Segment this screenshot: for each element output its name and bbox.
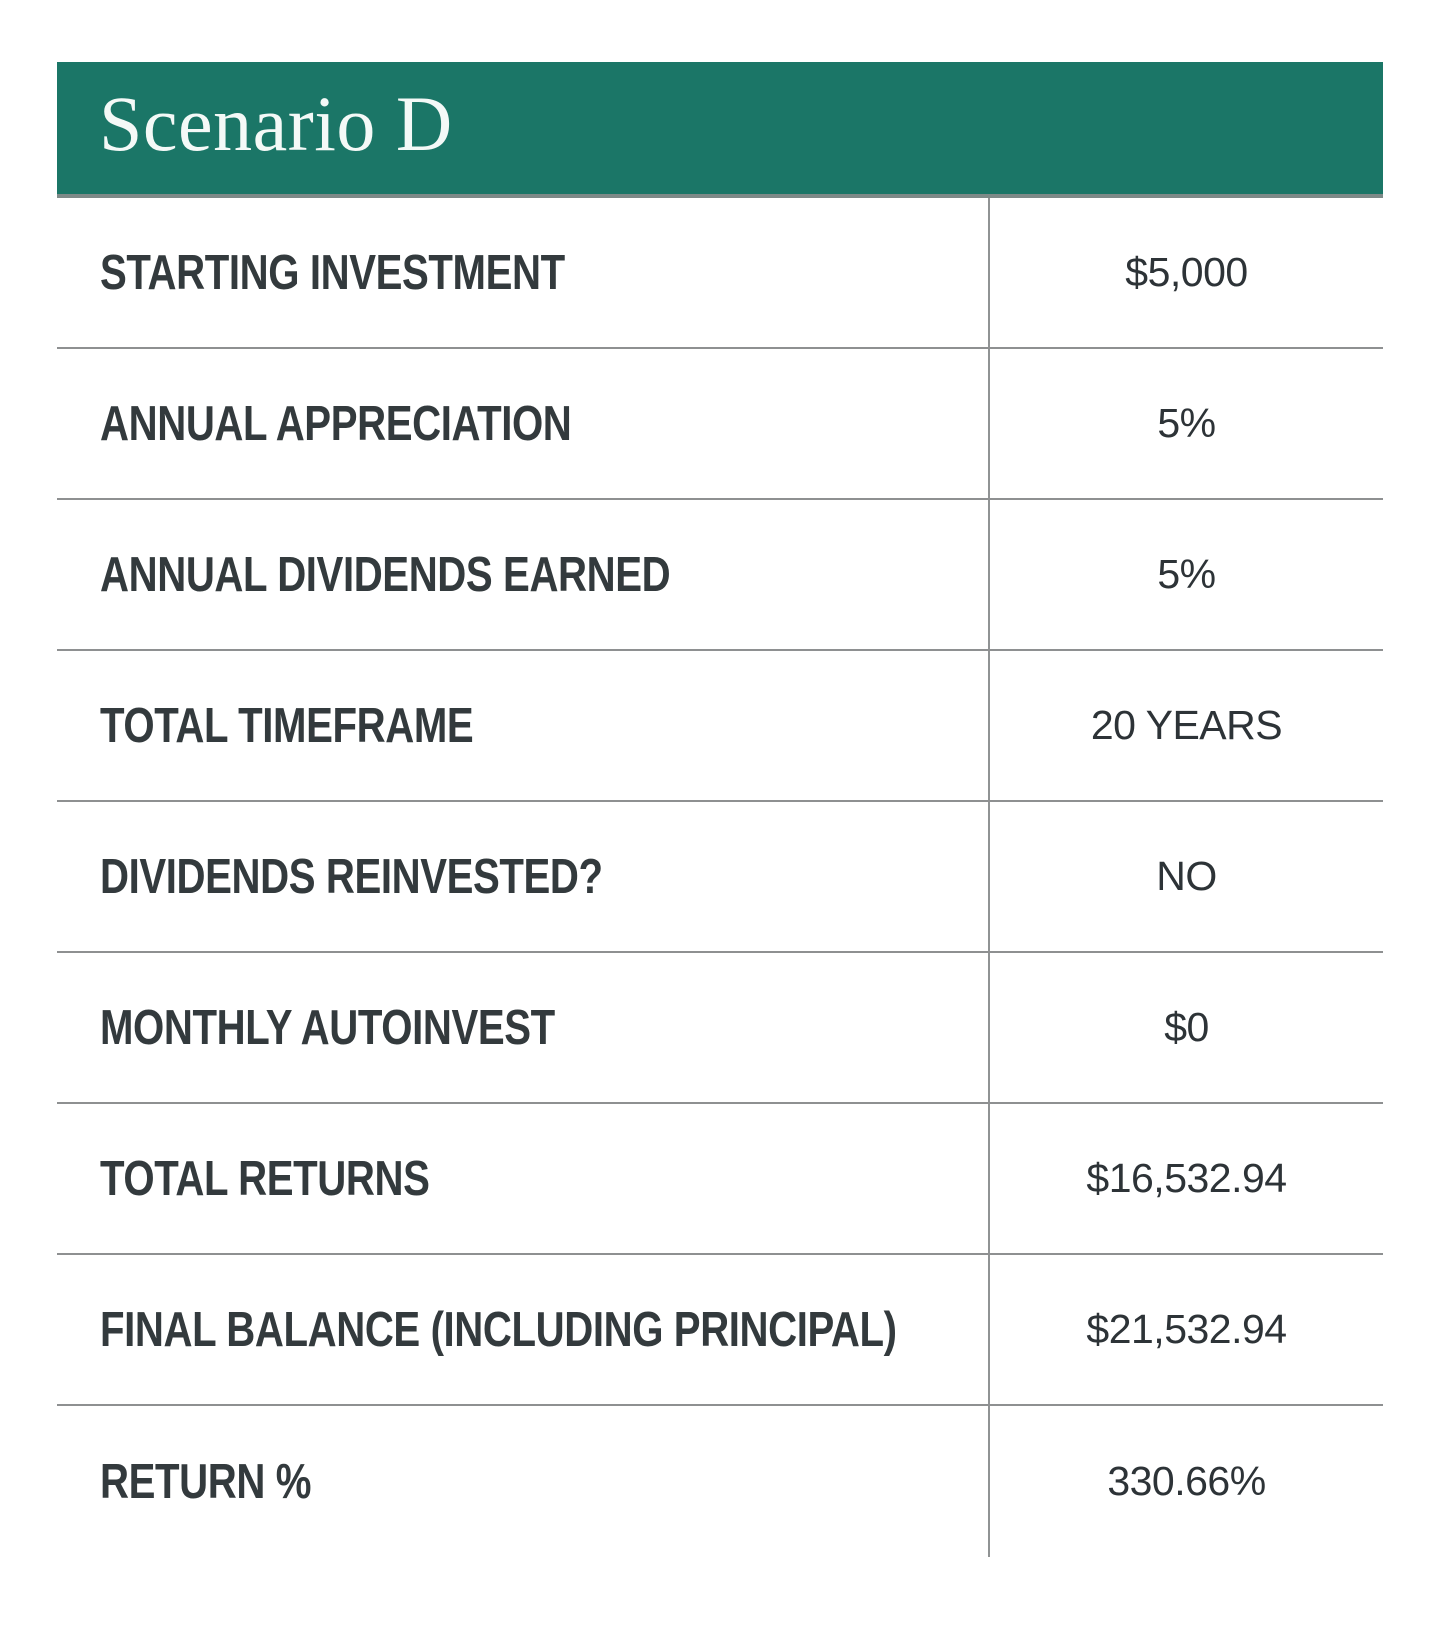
row-label: FINAL BALANCE (INCLUDING PRINCIPAL)	[100, 1302, 897, 1357]
table-row: MONTHLY AUTOINVEST $0	[57, 953, 1383, 1104]
table-row: FINAL BALANCE (INCLUDING PRINCIPAL) $21,…	[57, 1255, 1383, 1406]
row-label: RETURN %	[100, 1454, 312, 1509]
row-label: DIVIDENDS REINVESTED?	[100, 849, 603, 904]
row-label: ANNUAL APPRECIATION	[100, 396, 572, 451]
row-label-cell: MONTHLY AUTOINVEST	[57, 953, 990, 1102]
row-label: MONTHLY AUTOINVEST	[100, 1000, 555, 1055]
row-value-cell: 5%	[990, 349, 1383, 498]
row-label-cell: RETURN %	[57, 1406, 990, 1557]
row-label-cell: ANNUAL DIVIDENDS EARNED	[57, 500, 990, 649]
row-value: 330.66%	[1107, 1458, 1266, 1504]
scenario-title: Scenario D	[99, 80, 453, 167]
scenario-table-body: STARTING INVESTMENT $5,000 ANNUAL APPREC…	[57, 198, 1383, 1557]
row-label: ANNUAL DIVIDENDS EARNED	[100, 547, 671, 602]
table-row: RETURN % 330.66%	[57, 1406, 1383, 1557]
row-label-cell: FINAL BALANCE (INCLUDING PRINCIPAL)	[57, 1255, 990, 1404]
row-value-cell: 5%	[990, 500, 1383, 649]
row-label-cell: ANNUAL APPRECIATION	[57, 349, 990, 498]
row-value: $0	[1164, 1004, 1209, 1050]
row-value: $21,532.94	[1086, 1306, 1287, 1352]
table-row: TOTAL RETURNS $16,532.94	[57, 1104, 1383, 1255]
row-label-cell: STARTING INVESTMENT	[57, 198, 990, 347]
row-value-cell: $5,000	[990, 198, 1383, 347]
row-value-cell: 20 YEARS	[990, 651, 1383, 800]
row-value: NO	[1156, 853, 1217, 899]
table-row: STARTING INVESTMENT $5,000	[57, 198, 1383, 349]
scenario-table-header: Scenario D	[57, 62, 1383, 198]
table-row: DIVIDENDS REINVESTED? NO	[57, 802, 1383, 953]
row-label-cell: TOTAL TIMEFRAME	[57, 651, 990, 800]
row-value: 5%	[1157, 551, 1216, 597]
row-value-cell: 330.66%	[990, 1406, 1383, 1557]
row-value: 20 YEARS	[1090, 702, 1283, 748]
row-value: $5,000	[1125, 249, 1248, 295]
row-label: TOTAL RETURNS	[100, 1151, 430, 1206]
table-row: ANNUAL DIVIDENDS EARNED 5%	[57, 500, 1383, 651]
row-label-cell: DIVIDENDS REINVESTED?	[57, 802, 990, 951]
row-label-cell: TOTAL RETURNS	[57, 1104, 990, 1253]
table-row: ANNUAL APPRECIATION 5%	[57, 349, 1383, 500]
row-value: $16,532.94	[1086, 1155, 1287, 1201]
row-label: STARTING INVESTMENT	[100, 245, 565, 300]
row-value: 5%	[1157, 400, 1216, 446]
table-row: TOTAL TIMEFRAME 20 YEARS	[57, 651, 1383, 802]
row-value-cell: NO	[990, 802, 1383, 951]
scenario-table: Scenario D STARTING INVESTMENT $5,000 AN…	[57, 62, 1383, 1557]
row-value-cell: $21,532.94	[990, 1255, 1383, 1404]
row-value-cell: $16,532.94	[990, 1104, 1383, 1253]
row-value-cell: $0	[990, 953, 1383, 1102]
row-label: TOTAL TIMEFRAME	[100, 698, 474, 753]
